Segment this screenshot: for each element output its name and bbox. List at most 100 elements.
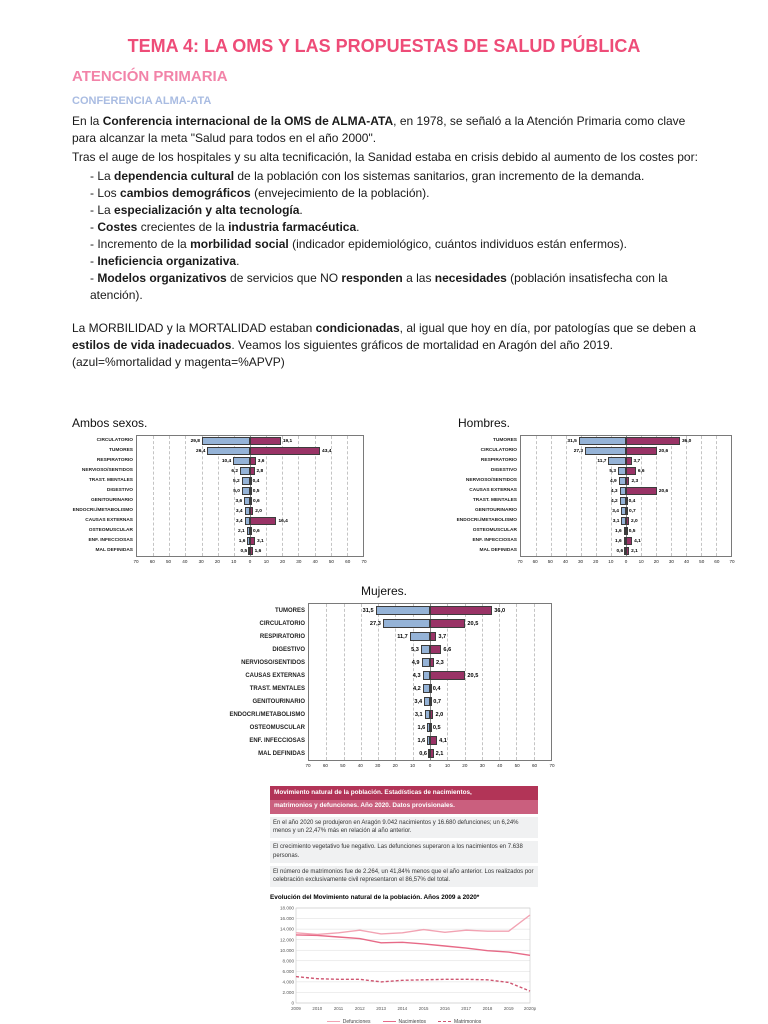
chart-tick-label: 2013 [376,1006,386,1011]
bar-apvp [430,605,493,616]
bar-apvp [430,709,434,720]
axis-tick-label: 30 [375,763,381,768]
category-label: TUMORES [109,447,133,453]
value-label-apvp: 3,7 [633,458,641,464]
axis-tick-label: 20 [462,763,468,768]
grid-line [185,436,187,556]
report-paragraph: El número de matrimonios fue de 2.264, u… [270,865,538,887]
value-label-apvp: 0,7 [433,698,441,705]
grid-line [330,436,332,556]
value-label-apvp: 2,8 [256,468,264,474]
report-header: Movimiento natural de la población. Esta… [270,786,538,814]
bar-apvp [250,437,281,445]
bar-mortalidad [207,447,250,455]
tornado-row: 0,6 2,1 [309,747,551,760]
value-label-apvp: 20,6 [658,448,669,454]
category-label: CAUSAS EXTERNAS [85,517,133,523]
category-label: GENITOURINARIO [90,497,133,503]
tornado-row: 3,4 0,7 [521,506,731,516]
value-label-mortalidad: 31,5 [567,438,577,444]
bar-apvp [626,507,628,515]
bar-mortalidad [409,631,430,642]
axis-tick-label: 50 [340,763,346,768]
bar-apvp [626,527,628,535]
axis-tick-label: 10 [608,559,614,564]
bar-apvp [430,748,434,759]
body-text: En la Conferencia internacional de la OM… [72,113,706,373]
axis-tick-label: 20 [653,559,659,564]
value-label-apvp: 0,5 [432,724,441,731]
category-label: DIGESTIVO [272,646,305,653]
bullet-item: - La especialización y alta tecnología. [90,203,303,217]
axis-tick-label: 50 [328,559,334,564]
tornado-row: 31,5 36,0 [521,436,731,446]
chart-tick-label: 10.000 [280,948,294,953]
tornado-row: 11,7 3,7 [521,456,731,466]
bar-apvp [430,670,466,681]
legend-item-nacimientos: Nacimientos [382,1019,426,1024]
chart-block-mujeres: Mujeres. TUMORES CIRCULATORIO RESPIRATORIO… [0,584,768,770]
report-header-line2: matrimonios y defunciones. Año 2020. Dat… [270,799,538,814]
paragraph: En la Conferencia internacional de la OM… [72,114,686,145]
chart-tick-label: 18.000 [280,906,294,911]
category-label: TRAST. MENTALES [472,497,517,503]
bar-apvp [430,631,437,642]
category-label: OSTEOMUSCULAR [88,527,133,533]
bullet-item: - Los cambios demográficos (envejecimien… [90,186,430,200]
axis-tick-label: 50 [547,559,553,564]
axis-tick-label: 10 [231,559,237,564]
value-label-apvp: 3,1 [257,538,264,544]
bar-apvp [250,457,256,465]
value-label-mortalidad: 11,7 [597,458,607,464]
bar-apvp [250,547,253,555]
value-label-mortalidad: 1,6 [417,724,426,731]
value-label-mortalidad: 31,5 [362,607,374,614]
axis-tick-label: 40 [684,559,690,564]
report-paragraph: El crecimiento vegetativo fue negativo. … [270,841,538,863]
bar-mortalidad [382,618,430,629]
axis-tick-label: 40 [357,763,363,768]
value-label-mortalidad: 5,3 [411,646,419,653]
tornado-row: 27,3 20,6 [521,446,731,456]
grid-line [716,436,717,556]
axis-tick-label: 60 [345,559,351,564]
bar-apvp [250,467,255,475]
axis-tick-label: 0 [624,559,628,564]
legend-swatch [326,1021,340,1023]
category-label: ENF. INFECCIOSAS [472,537,517,543]
category-label: ENF. INFECCIOSAS [88,537,133,543]
chart-tick-label: 14.000 [280,927,294,932]
bar-mortalidad [246,527,250,535]
legend-item-matrimonios: Matrimonios [438,1019,481,1024]
value-label-mortalidad: 3,6 [235,498,243,504]
value-label-mortalidad: 4,3 [412,672,421,679]
grid-line [314,436,316,556]
bar-mortalidad [427,722,430,733]
tornado-row: 0,5 1,6 [137,546,363,556]
tornado-row: 1,6 4,1 [521,536,731,546]
grid-line [499,604,501,760]
value-label-mortalidad: 4,9 [411,659,420,666]
value-label-mortalidad: 10,4 [221,458,232,464]
bar-mortalidad [422,683,430,694]
grid-line [516,604,518,760]
bullet-item: - Ineficiencia organizativa. [90,254,240,268]
bullet-item: - Modelos organizativos de servicios que… [90,271,668,302]
category-label: CAUSAS EXTERNAS [245,672,305,679]
bar-mortalidad [620,507,626,515]
axis-tick-label: 30 [198,559,204,564]
bar-apvp [430,644,442,655]
value-label-apvp: 2,3 [435,659,444,666]
axis-tick-label: 10 [638,559,644,564]
grid-line [282,436,284,556]
value-label-mortalidad: 11,7 [397,633,408,640]
value-label-apvp: 1,6 [254,548,262,554]
legend-swatch [382,1021,396,1023]
grid-line [481,604,483,760]
bar-mortalidad [244,497,250,505]
line-chart-legend: Defunciones Nacimientos Matrimonios [270,1019,538,1024]
category-label: ENF. INFECCIOSAS [249,737,305,744]
section-heading: ATENCIÓN PRIMARIA [72,68,228,85]
value-label-mortalidad: 3,4 [612,508,619,514]
tornado-chart-mujeres: TUMORES CIRCULATORIO RESPIRATORIO DIGESTIVO… [216,603,555,770]
